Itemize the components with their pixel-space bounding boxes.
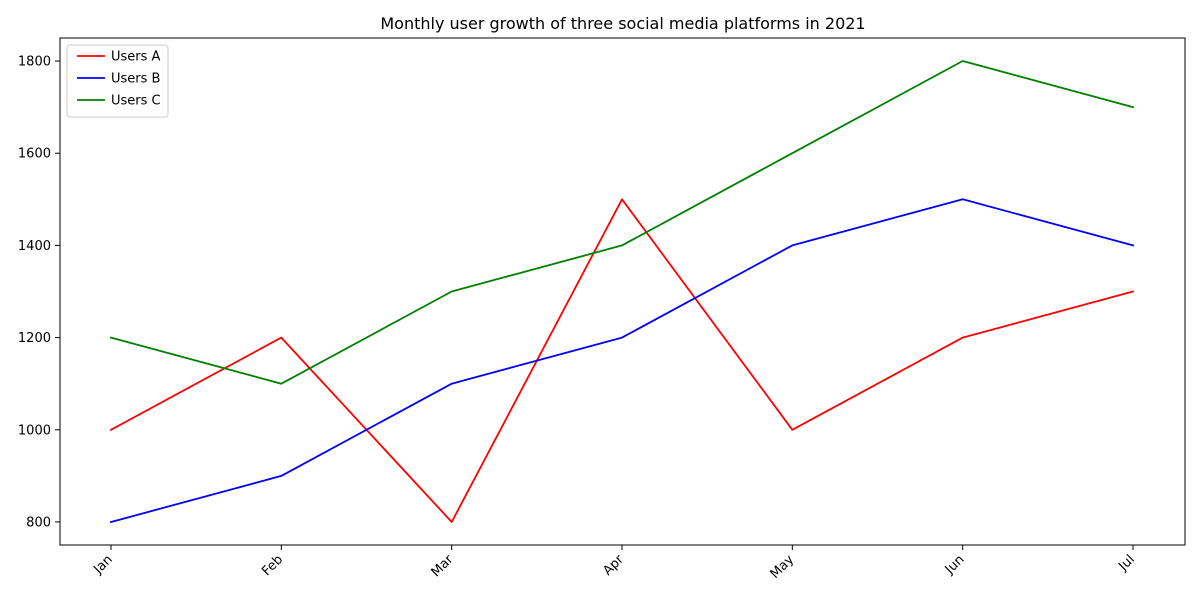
x-tick-label: Mar [429, 552, 457, 580]
y-tick-label: 1200 [18, 331, 51, 346]
series-line-1 [109, 198, 1135, 523]
plot-area [109, 60, 1135, 524]
plot-frame [59, 37, 1186, 546]
series-line-3 [109, 60, 1135, 385]
x-tick-label: Feb [259, 552, 286, 579]
x-tick-label: Apr [600, 552, 627, 579]
series-line-2 [109, 198, 1135, 524]
chart-title: Monthly user growth of three social medi… [380, 14, 865, 33]
legend-box [66, 44, 169, 118]
legend-label-3: Users C [111, 94, 161, 109]
x-tick-label: Jan [90, 552, 115, 577]
x-tick-label: May [768, 552, 798, 582]
y-tick-label: 1000 [18, 423, 51, 438]
legend-label-2: Users B [111, 72, 160, 87]
y-tick-label: 1400 [18, 239, 51, 254]
x-tick-label: Jul [1115, 552, 1137, 574]
y-tick-label: 1600 [18, 147, 51, 162]
legend-label-1: Users A [111, 50, 161, 65]
y-tick-label: 800 [26, 515, 51, 530]
y-tick-label: 1800 [18, 55, 51, 70]
x-tick-label: Jun [942, 552, 968, 578]
legend: Users A Users B Users C [66, 44, 169, 118]
